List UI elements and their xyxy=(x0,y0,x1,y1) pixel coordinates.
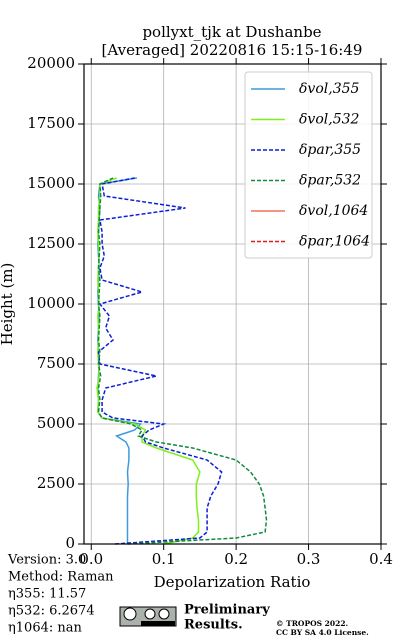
y-tick-label: 15000 xyxy=(27,174,75,192)
y-tick-label: 20000 xyxy=(27,54,75,72)
x-axis-label: Depolarization Ratio xyxy=(154,573,311,591)
y-axis-label: Height (m) xyxy=(0,263,16,346)
preliminary-note: Preliminary xyxy=(184,603,270,618)
x-tick-label: 0.3 xyxy=(297,550,321,568)
legend-label: δpar,355 xyxy=(299,142,361,158)
series-line xyxy=(96,177,201,545)
y-tick-label: 17500 xyxy=(27,114,75,132)
chart-title: [Averaged] 20220816 15:15-16:49 xyxy=(102,41,363,59)
info-text: Version: 3.0 xyxy=(7,553,86,568)
x-tick-label: 0.4 xyxy=(369,550,393,568)
info-text: η532: 6.2674 xyxy=(8,604,95,619)
x-tick-label: 0.0 xyxy=(79,550,103,568)
y-tick-label: 5000 xyxy=(37,414,75,432)
chart-title: pollyxt_tjk at Dushanbe xyxy=(142,23,321,41)
series-line xyxy=(97,177,143,544)
info-text: η1064: nan xyxy=(8,621,83,636)
license-text: CC BY SA 4.0 License. xyxy=(276,628,369,637)
y-tick-label: 0 xyxy=(65,534,75,552)
legend-label: δvol,355 xyxy=(299,81,360,97)
legend-label: δpar,1064 xyxy=(299,234,370,250)
y-tick-label: 12500 xyxy=(27,234,75,252)
legend-label: δvol,1064 xyxy=(299,203,368,219)
y-tick-label: 10000 xyxy=(27,294,75,312)
series-line xyxy=(97,177,268,545)
info-text: Method: Raman xyxy=(8,570,114,585)
legend-label: δpar,532 xyxy=(299,173,361,189)
preliminary-note: Results. xyxy=(184,618,243,633)
series-line xyxy=(97,177,223,545)
y-tick-label: 7500 xyxy=(37,354,75,372)
cc-badge xyxy=(119,606,177,627)
x-tick-label: 0.1 xyxy=(152,550,176,568)
license-text: © TROPOS 2022. xyxy=(276,619,348,628)
plot-frame xyxy=(83,63,382,545)
y-tick-label: 2500 xyxy=(37,474,75,492)
legend-label: δvol,532 xyxy=(299,112,360,128)
x-tick-label: 0.2 xyxy=(224,550,248,568)
legend-box xyxy=(244,71,373,259)
info-text: η355: 11.57 xyxy=(8,587,86,602)
